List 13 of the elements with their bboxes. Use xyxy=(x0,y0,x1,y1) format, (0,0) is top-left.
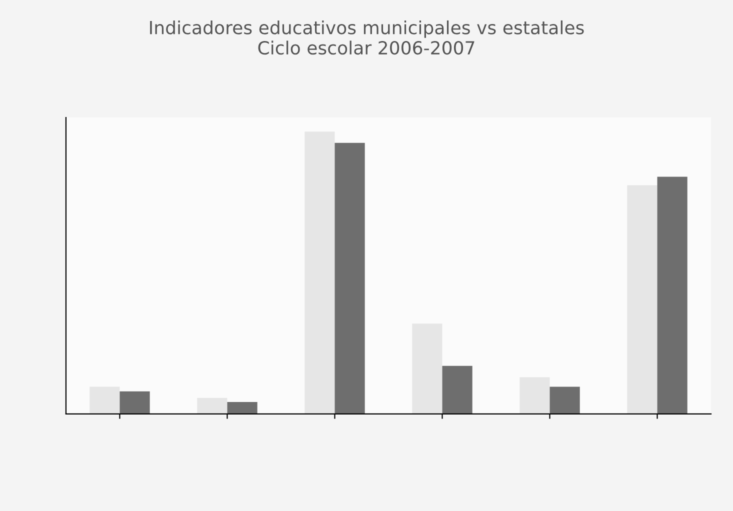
bar xyxy=(90,386,120,414)
bar xyxy=(627,185,658,414)
bar xyxy=(304,132,335,414)
bar xyxy=(120,391,150,414)
bar xyxy=(442,366,472,414)
bar xyxy=(520,377,550,414)
bar xyxy=(550,386,580,414)
chart-title: Indicadores educativos municipales vs estatales Ciclo escolar 2006-2007 xyxy=(150,20,584,55)
bar xyxy=(334,142,365,414)
bar xyxy=(412,324,442,414)
bar xyxy=(227,402,258,414)
bar xyxy=(197,398,228,414)
bar xyxy=(657,176,688,414)
